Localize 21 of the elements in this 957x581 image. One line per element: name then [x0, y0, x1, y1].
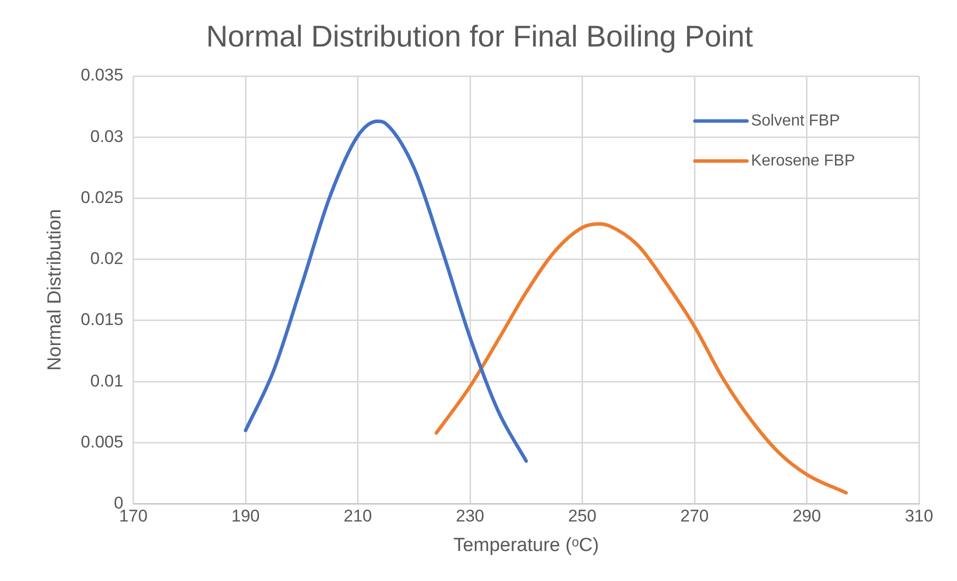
- y-tick-label: 0.015: [80, 310, 124, 330]
- y-tick-label: 0.025: [80, 188, 124, 207]
- x-tick-label: 190: [231, 506, 260, 526]
- x-tick-label: 310: [904, 506, 934, 526]
- y-axis-title: Normal Distribution: [44, 209, 66, 371]
- x-tick-label: 230: [456, 506, 484, 526]
- chart-title: Normal Distribution for Final Boiling Point: [206, 20, 754, 54]
- x-axis-title: Temperature (ᵒC): [453, 534, 599, 556]
- y-tick-label: 0.005: [80, 432, 124, 452]
- x-tick-label: 290: [792, 506, 821, 526]
- y-tick-label: 0.01: [90, 371, 124, 390]
- x-tick-label: 210: [344, 506, 372, 526]
- y-tick-label: 0.02: [90, 249, 124, 268]
- y-tick-label: 0.03: [90, 126, 124, 146]
- legend-label: Kerosene FBP: [750, 152, 856, 170]
- x-tick-label: 270: [680, 506, 709, 526]
- legend-label: Solvent FBP: [750, 112, 840, 130]
- y-tick-label: 0.035: [80, 66, 124, 85]
- line-series: [434, 222, 848, 495]
- x-tick-label: 250: [568, 506, 596, 526]
- line-series: [244, 119, 528, 463]
